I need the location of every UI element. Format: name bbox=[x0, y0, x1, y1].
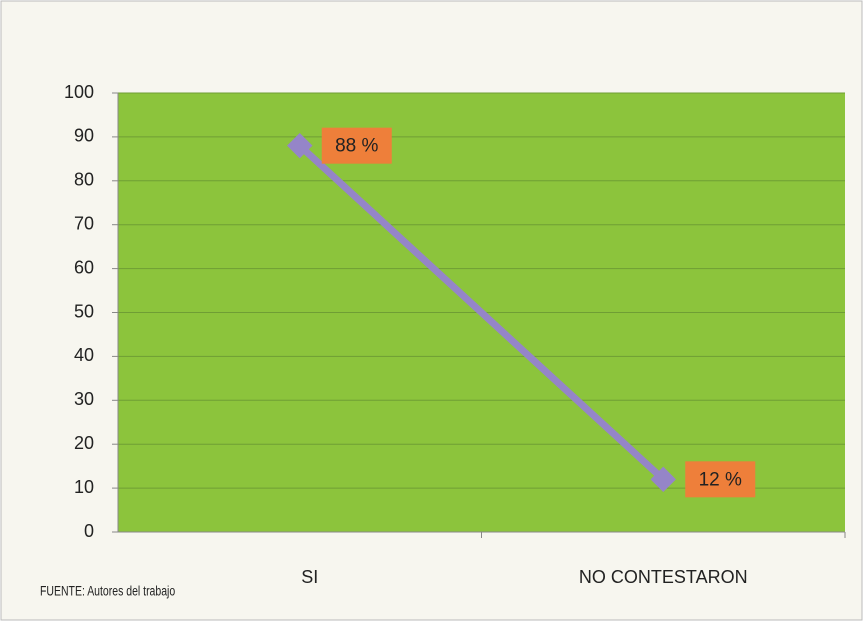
data-label-box bbox=[321, 127, 392, 164]
marker bbox=[650, 466, 676, 493]
y-tick-label: 70 bbox=[74, 213, 94, 233]
data-label: 88 % bbox=[335, 136, 378, 157]
marker bbox=[287, 132, 313, 159]
annotation: FUENTE: Autores del trabajo bbox=[40, 583, 175, 599]
data-label: 12 % bbox=[699, 469, 742, 490]
y-tick-label: 90 bbox=[74, 126, 94, 146]
y-tick-label: 100 bbox=[64, 82, 94, 102]
x-tick-label: NO CONTESTARON bbox=[579, 567, 748, 587]
x-tick-label: SI bbox=[301, 567, 318, 587]
y-tick-label: 40 bbox=[74, 345, 94, 365]
y-tick-label: 10 bbox=[74, 477, 94, 497]
y-tick-label: 20 bbox=[74, 433, 94, 453]
y-tick-label: 50 bbox=[74, 301, 94, 321]
line bbox=[296, 142, 667, 483]
y-tick-label: 30 bbox=[74, 389, 94, 409]
y-tick-label: 60 bbox=[74, 257, 94, 277]
y-tick-label: 0 bbox=[84, 521, 94, 541]
y-tick-label: 80 bbox=[74, 170, 94, 190]
data-label-box bbox=[685, 461, 756, 498]
